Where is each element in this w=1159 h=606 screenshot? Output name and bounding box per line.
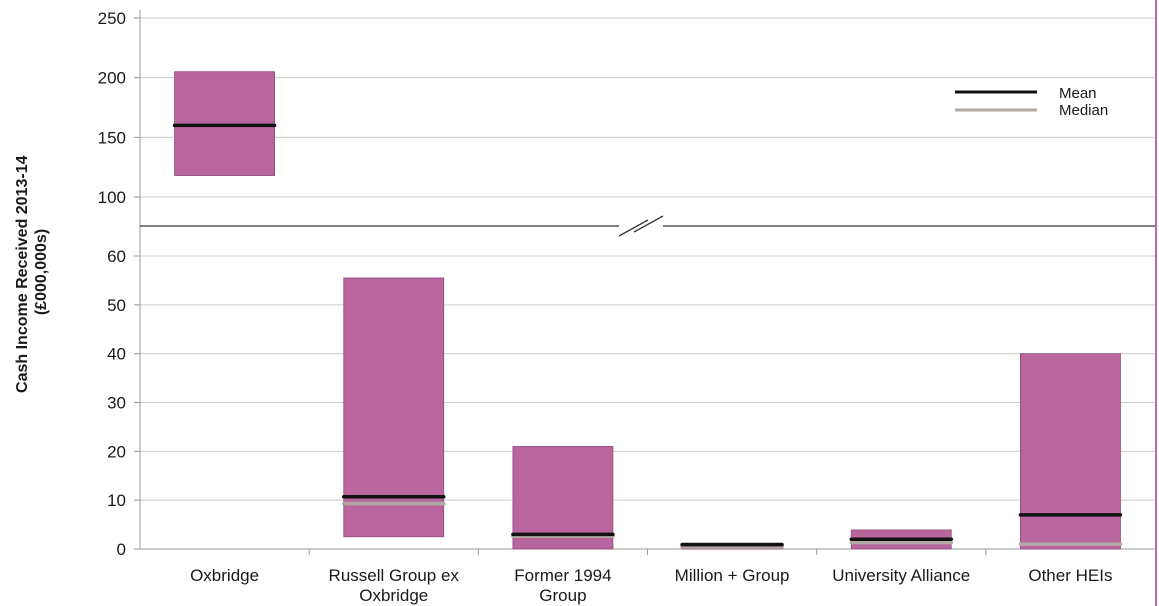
range-bar xyxy=(512,446,614,550)
y-tick-label: 250 xyxy=(98,9,126,28)
y-tick-label: 30 xyxy=(107,394,126,413)
x-category-label-line: Russell Group ex xyxy=(329,566,460,585)
y-tick-label: 10 xyxy=(107,491,126,510)
x-category-label-line: Million + Group xyxy=(675,566,790,585)
range-bar xyxy=(174,71,275,176)
x-category-label: University Alliance xyxy=(832,566,970,585)
y-tick-label: 60 xyxy=(107,247,126,266)
x-category-label: Oxbridge xyxy=(190,566,259,585)
x-category-label: Other HEIs xyxy=(1028,566,1112,585)
bars xyxy=(172,71,1123,550)
y-tick-label: 20 xyxy=(107,442,126,461)
range-bar xyxy=(1020,353,1121,550)
y-tick-label: 40 xyxy=(107,345,126,364)
x-category-label-line: Former 1994 xyxy=(514,566,611,585)
y-tick-label: 150 xyxy=(98,128,126,147)
x-category-label: Former 1994 Group xyxy=(514,566,611,605)
x-category-label-line: Oxbridge xyxy=(359,586,428,605)
legend-median-label: Median xyxy=(1059,102,1108,119)
y-tick-label: 50 xyxy=(107,296,126,315)
range-bar xyxy=(343,277,445,538)
y-axis-label: Cash Income Received 2013-14 (£000,000s) xyxy=(14,151,50,393)
axes xyxy=(134,0,1157,606)
x-category-label-line: Group xyxy=(539,586,586,605)
x-category-label-line: Oxbridge xyxy=(190,566,259,585)
x-category-label: Russell Group ex Oxbridge xyxy=(329,566,460,605)
y-axis-label-line1: Cash Income Received 2013-14 xyxy=(14,155,31,393)
gridlines xyxy=(140,17,1155,501)
x-category-label-line: Other HEIs xyxy=(1028,566,1112,585)
x-category-label: Million + Group xyxy=(675,566,790,585)
y-tick-label: 200 xyxy=(98,69,126,88)
axis-break-mask xyxy=(619,219,663,233)
y-tick-label: 0 xyxy=(117,540,126,559)
y-axis-label-line2: (£000,000s) xyxy=(33,229,50,315)
y-tick-label: 100 xyxy=(98,188,126,207)
x-category-label-line: University Alliance xyxy=(832,566,970,585)
axis-break-symbol xyxy=(618,215,664,237)
legend-mean-label: Mean xyxy=(1059,85,1097,102)
